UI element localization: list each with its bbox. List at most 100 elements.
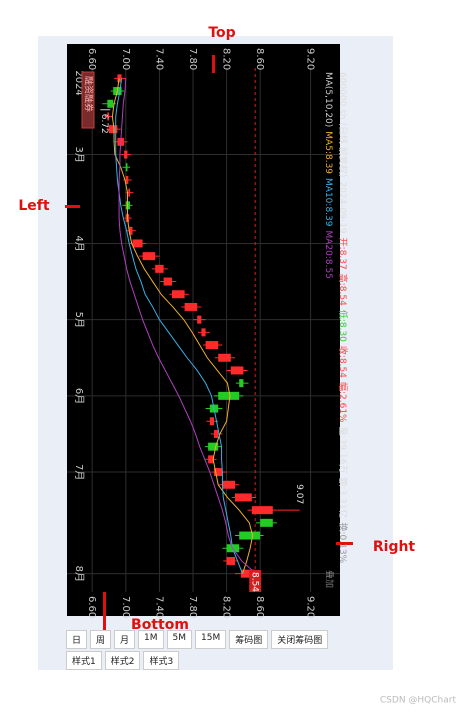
y-tick-label: 8月 <box>73 566 85 582</box>
legend-entry: MA20:8.55 <box>324 230 334 278</box>
watermark: CSDN @HQChart <box>380 696 457 706</box>
marker-bar <box>212 55 215 73</box>
candle-body <box>109 125 118 134</box>
header-field: 额:3.31亿 <box>338 477 350 518</box>
header-field: 幅:2.61% <box>338 382 350 423</box>
candle-body <box>214 468 223 477</box>
candle-body <box>125 175 129 184</box>
legend-entry: MA10:8.39 <box>324 178 334 227</box>
candle-body <box>163 277 172 286</box>
period-button[interactable]: 关闭筹码图 <box>271 630 329 649</box>
candle-body <box>129 226 133 235</box>
candle-body <box>239 379 244 388</box>
button-bar: 日周月 1M 5M 15M 筹码图 关闭筹码图样式1 样式2 样式3 <box>66 630 356 670</box>
legend-title: MA(5,10,20) <box>324 72 334 127</box>
y-tick-label: 6月 <box>73 388 85 404</box>
candle-body <box>124 150 128 159</box>
period-button[interactable]: 1M <box>138 630 164 649</box>
candle-body <box>128 188 130 197</box>
x-tick-label: 7.40 <box>153 596 164 618</box>
candle-body <box>201 328 206 337</box>
marker-left: Left <box>18 198 50 214</box>
candle-body <box>260 518 273 527</box>
marker-right: Right <box>373 539 416 555</box>
x-tick-label: 8.20 <box>221 48 232 70</box>
marker-bar <box>103 592 106 632</box>
tag-box <box>81 71 95 129</box>
x-tick-label: 7.00 <box>120 48 131 70</box>
x-tick-label: 7.00 <box>120 596 131 618</box>
period-button[interactable]: 15M <box>195 630 227 649</box>
ma-line <box>118 78 257 575</box>
header-field: 2024-09-19 <box>338 181 348 234</box>
candle-body <box>107 112 109 121</box>
candle-body <box>239 531 261 540</box>
x-tick-label: 8.20 <box>221 596 232 618</box>
period-button[interactable]: 日 <box>66 630 88 649</box>
x-tick-label: 6.60 <box>86 48 97 70</box>
x-tick-label: 6.60 <box>86 596 97 618</box>
candle-body <box>132 239 143 248</box>
header-field: 低:8.30 <box>338 310 350 342</box>
candle-body <box>218 353 231 362</box>
last-price-box <box>249 570 262 592</box>
x-tick-label: 9.20 <box>305 596 316 618</box>
period-button[interactable]: 筹码图 <box>229 630 269 649</box>
header-field: 600000.sh (日线 前复权) <box>338 72 350 177</box>
ma-line <box>115 78 244 574</box>
header-field: 收:8.54 <box>338 346 350 378</box>
period-button[interactable]: 样式3 <box>143 651 180 670</box>
candle-body <box>172 290 185 299</box>
period-button[interactable]: 周 <box>90 630 112 649</box>
marker-bottom: Bottom <box>131 617 189 633</box>
period-button[interactable]: 5M <box>166 630 193 649</box>
candle-body <box>230 366 244 375</box>
candle-body <box>155 264 164 273</box>
x-tick-label: 7.80 <box>187 596 198 618</box>
candle-body <box>218 391 240 400</box>
header: 600000.sh (日线 前复权) 2024-09-19 开:8.37 高:8.54… <box>338 72 350 564</box>
candle-body <box>214 429 219 438</box>
annotation-min: 6.72 <box>99 114 109 134</box>
period-button[interactable]: 月 <box>114 630 136 649</box>
x-tick-label: 8.60 <box>254 48 265 70</box>
candle-body <box>205 341 219 350</box>
candle-body <box>240 569 256 578</box>
marker-bar <box>65 205 80 208</box>
candle-body <box>208 455 214 464</box>
candle-body <box>235 493 252 502</box>
candle-body <box>208 442 219 451</box>
annotation-last: 8.54 <box>250 572 260 592</box>
header-field: 高:8.54 <box>338 274 350 306</box>
header-field: 换:0.13% <box>338 523 350 564</box>
y-tick-label: 7月 <box>73 464 85 480</box>
candle-body <box>209 417 214 426</box>
candle-body <box>251 506 273 515</box>
x-tick-label: 7.80 <box>187 48 198 70</box>
candle-body <box>197 315 202 324</box>
header-field: 量:39.16万 <box>338 427 349 474</box>
tag: 融资融券 <box>83 76 95 112</box>
legend-entry: MA5:8.39 <box>324 131 334 174</box>
candle-body <box>125 163 128 172</box>
marker-top: Top <box>208 25 235 41</box>
candle-body <box>222 480 235 489</box>
overlay-button: 叠加 <box>324 570 335 588</box>
period-button[interactable]: 样式2 <box>104 651 141 670</box>
candle-body <box>184 302 198 311</box>
y-tick-label: 5月 <box>73 312 85 328</box>
y-tick-label: 4月 <box>73 235 85 251</box>
annotation-max: 9.07 <box>294 484 304 504</box>
legend: MA(5,10,20) MA5:8.39 MA10:8.39 MA20:8.55 <box>324 72 334 279</box>
header-field: 开:8.37 <box>338 238 349 270</box>
x-tick-label: 9.20 <box>305 48 316 70</box>
y-tick-label: 2024 <box>73 70 84 95</box>
candle-body <box>117 74 122 83</box>
period-button[interactable]: 样式1 <box>66 651 102 670</box>
y-tick-label: 3月 <box>73 147 85 163</box>
candle-body <box>142 252 156 261</box>
candle-body <box>226 556 235 565</box>
x-tick-label: 8.60 <box>254 596 265 618</box>
